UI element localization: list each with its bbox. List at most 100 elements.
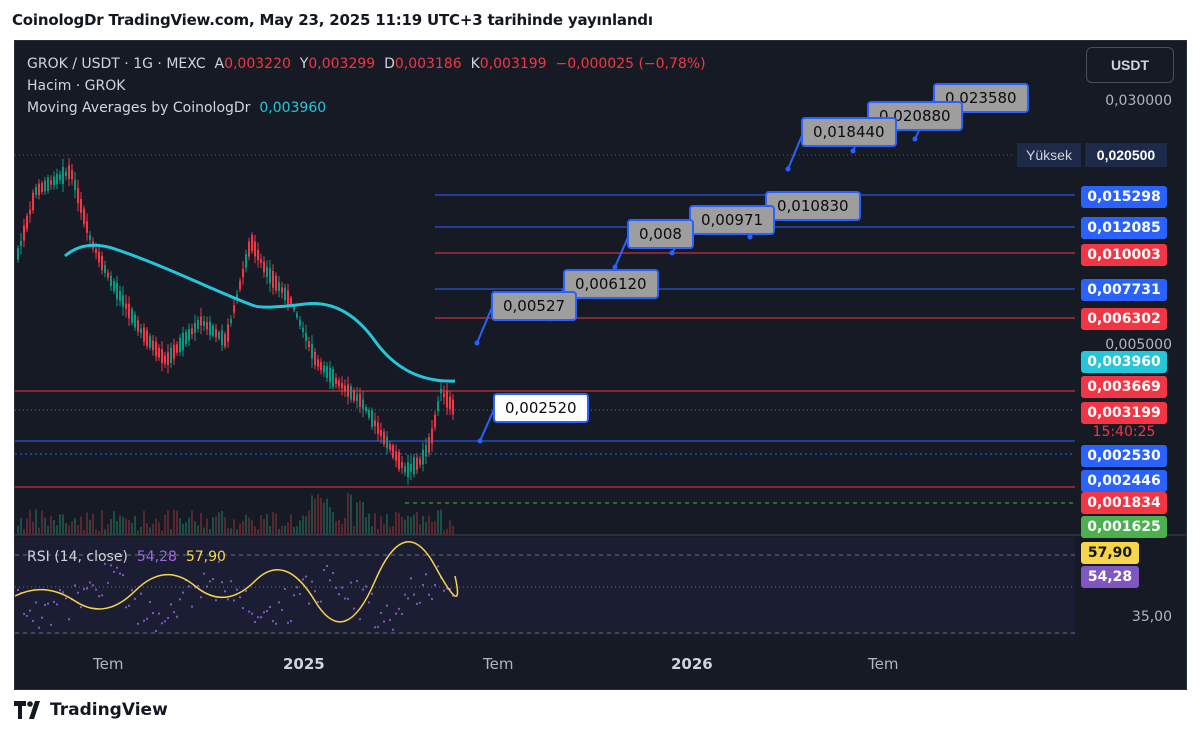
candle-body xyxy=(413,457,415,475)
candle-body xyxy=(170,347,172,363)
candle-body xyxy=(284,287,286,301)
target-callout[interactable]: 0,023580 xyxy=(933,83,1029,113)
candle-body xyxy=(386,436,388,449)
volume-bar xyxy=(398,512,400,535)
volume-bar xyxy=(95,529,97,535)
target-callout[interactable]: 0,00971 xyxy=(689,205,776,235)
target-callout[interactable]: 0,002520 xyxy=(493,393,589,423)
rsi-point xyxy=(125,606,127,609)
price-chart-canvas[interactable] xyxy=(15,41,1186,689)
rsi-point xyxy=(347,597,349,600)
volume-bar xyxy=(437,510,439,535)
candle-body xyxy=(116,282,118,300)
target-callout[interactable]: 0,006120 xyxy=(563,269,659,299)
volume-bar xyxy=(416,512,418,535)
volume-bar xyxy=(176,510,178,535)
rsi-point xyxy=(113,570,115,573)
low-value: 0,003186 xyxy=(394,56,462,72)
volume-bar xyxy=(344,517,346,535)
target-callout[interactable]: 0,018440 xyxy=(801,117,897,147)
volume-bar xyxy=(209,528,211,535)
change-value: −0,000025 (−0,78%) xyxy=(555,56,706,72)
volume-bar xyxy=(263,518,265,535)
rsi-point xyxy=(128,604,130,607)
rsi-point xyxy=(29,609,31,612)
rsi-point xyxy=(212,578,214,581)
rsi-label: RSI (14, close) xyxy=(27,549,128,565)
rsi-point xyxy=(419,601,421,604)
time-label: 2025 xyxy=(283,655,325,673)
volume-bar xyxy=(221,510,223,535)
volume-bar xyxy=(395,511,397,535)
rsi-point xyxy=(395,612,397,615)
rsi-point xyxy=(293,594,295,597)
candle-body xyxy=(236,294,238,300)
symbol-label[interactable]: GROK / USDT · 1G · MEXC xyxy=(27,56,206,72)
rsi-point xyxy=(32,619,34,622)
ma-legend[interactable]: Moving Averages by CoinologDr 0,003960 xyxy=(27,97,706,119)
volume-legend[interactable]: Hacim · GROK xyxy=(27,78,126,94)
volume-bar xyxy=(332,512,334,535)
page-header: CoinologDr TradingView.com, May 23, 2025… xyxy=(0,0,1200,40)
volume-bar xyxy=(245,514,247,535)
tradingview-logo[interactable]: TradingView xyxy=(14,700,168,720)
volume-bar xyxy=(167,510,169,535)
volume-bar xyxy=(131,522,133,535)
candle-body xyxy=(218,332,220,339)
volume-bar xyxy=(146,523,148,535)
volume-bar xyxy=(341,523,343,535)
rsi-point xyxy=(425,573,427,576)
volume-bar xyxy=(92,513,94,535)
rsi-point xyxy=(230,580,232,583)
volume-bar xyxy=(56,525,58,535)
close-value: 0,003199 xyxy=(479,56,547,72)
candle-body xyxy=(179,338,181,352)
volume-bar xyxy=(407,515,409,535)
rsi-point xyxy=(332,572,334,575)
rsi-point xyxy=(287,621,289,624)
time-label: Tem xyxy=(868,655,899,673)
candle-body xyxy=(191,328,193,335)
candle-body xyxy=(227,324,229,342)
volume-bar xyxy=(212,517,214,535)
chart-panel[interactable]: GROK / USDT · 1G · MEXC A0,003220 Y0,003… xyxy=(14,40,1187,690)
volume-bar xyxy=(74,518,76,535)
rsi-point xyxy=(23,612,25,615)
rsi-point xyxy=(308,602,310,605)
rsi-tag: 57,90 xyxy=(1081,542,1139,564)
rsi-point xyxy=(359,618,361,621)
volume-bar xyxy=(227,527,229,535)
volume-bar xyxy=(359,500,361,535)
volume-bar xyxy=(65,523,67,535)
volume-bar xyxy=(272,511,274,535)
rsi-point xyxy=(305,575,307,578)
rsi-point xyxy=(68,618,70,621)
rsi-axis-label: 35,00 xyxy=(1131,609,1172,625)
volume-bar xyxy=(401,516,403,535)
candle-body xyxy=(239,280,241,290)
rsi-point xyxy=(299,593,301,596)
rsi-point xyxy=(170,603,172,606)
candle-body xyxy=(272,271,274,288)
price-tag: 0,003199 xyxy=(1081,402,1167,424)
target-callout[interactable]: 0,010830 xyxy=(765,191,861,221)
candle-body xyxy=(404,466,406,473)
target-callout[interactable]: 0,00527 xyxy=(491,291,578,321)
candle-body xyxy=(425,445,427,457)
time-label: 2026 xyxy=(671,655,713,673)
volume-bar xyxy=(173,509,175,535)
rsi-point xyxy=(77,591,79,594)
rsi-legend[interactable]: RSI (14, close) 54,28 57,90 xyxy=(27,549,226,565)
candle-body xyxy=(89,235,91,240)
currency-button[interactable]: USDT xyxy=(1086,47,1174,83)
candle-body xyxy=(86,221,88,233)
candle-body xyxy=(41,183,43,193)
rsi-point xyxy=(158,612,160,615)
volume-bar xyxy=(296,526,298,535)
volume-bar xyxy=(371,526,373,535)
callout-anchor xyxy=(747,234,753,240)
candle-body xyxy=(278,282,280,292)
target-callout[interactable]: 0,008 xyxy=(627,219,694,249)
rsi-point xyxy=(314,590,316,593)
candle-body xyxy=(341,383,343,389)
